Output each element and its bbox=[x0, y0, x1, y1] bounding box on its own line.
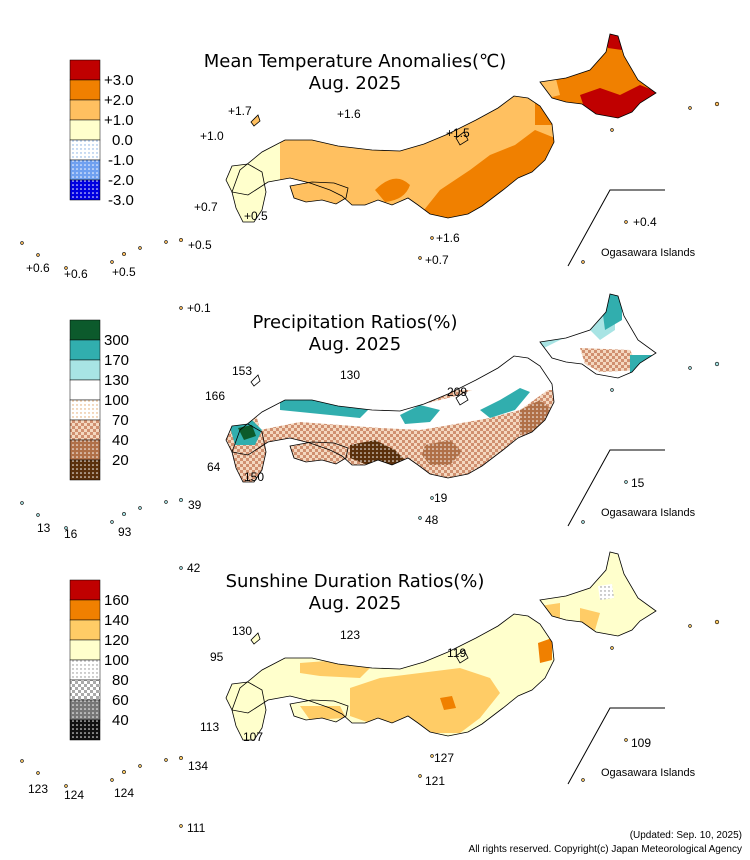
precipitation-panel: 300 170 130 100 70 40 20 Precipitation R… bbox=[20, 290, 720, 575]
precip-val-minamidaito: 42 bbox=[187, 561, 201, 575]
sun-val-tanegashima: 107 bbox=[243, 730, 263, 744]
precip-legend-0: 300 bbox=[104, 332, 129, 349]
precip-val-ogasawara: 15 bbox=[631, 476, 645, 490]
sun-val-ogasawara: 109 bbox=[631, 736, 651, 750]
sun-val-izu-north: 127 bbox=[434, 751, 454, 765]
temp-val-ogasawara: +0.4 bbox=[633, 215, 657, 229]
precip-legend-1: 170 bbox=[104, 352, 129, 369]
sun-legend-4: 80 bbox=[112, 672, 129, 689]
temp-legend-5: -2.0 bbox=[108, 172, 134, 189]
sun-val-koshiki: 113 bbox=[200, 720, 219, 734]
precip-legend-5: 40 bbox=[112, 432, 129, 449]
sun-legend-6: 40 bbox=[112, 712, 129, 729]
precip-island-values: 153 130 166 209 64 150 39 13 16 93 19 48… bbox=[37, 364, 696, 575]
temp-val-koshiki: +0.7 bbox=[194, 200, 218, 214]
temp-val-sado: +1.5 bbox=[446, 126, 470, 140]
temp-val-oki: +1.6 bbox=[337, 107, 361, 121]
precip-val-ishigaki: 16 bbox=[64, 527, 78, 541]
temp-legend-6: -3.0 bbox=[108, 192, 134, 209]
sun-title: Sunshine Duration Ratios(%) bbox=[226, 571, 485, 592]
temp-val-hachijo: +0.7 bbox=[425, 253, 449, 267]
precip-val-hachijo: 48 bbox=[425, 513, 439, 527]
copyright-notice: All rights reserved. Copyright(c) Japan … bbox=[468, 844, 742, 855]
precip-val-okinawa: 93 bbox=[118, 525, 132, 539]
sun-val-hachijo: 121 bbox=[425, 774, 445, 788]
sun-val-ishigaki: 124 bbox=[64, 788, 84, 802]
precip-title: Precipitation Ratios(%) bbox=[253, 312, 458, 333]
sun-val-oki: 123 bbox=[340, 628, 360, 642]
sunshine-island-values: 130 123 95 119 113 107 134 123 124 124 1… bbox=[28, 624, 696, 835]
precip-legend: 300 170 130 100 70 40 20 bbox=[69, 319, 129, 481]
sun-val-yonaguni: 123 bbox=[28, 782, 48, 796]
temp-val-amami: +0.5 bbox=[188, 238, 212, 252]
sun-legend-3: 100 bbox=[104, 652, 129, 669]
precip-legend-4: 70 bbox=[112, 412, 129, 429]
temp-val-tsushima: +1.7 bbox=[228, 104, 252, 118]
temp-ogasawara-label: Ogasawara Islands bbox=[601, 247, 696, 259]
sun-legend-2: 120 bbox=[104, 632, 129, 649]
temp-island-values: +1.7 +1.0 +1.6 +1.5 +0.7 +0.5 +0.5 +0.6 … bbox=[26, 104, 696, 315]
sunshine-panel: 160 140 120 100 80 60 40 Sunshine Durati… bbox=[20, 552, 720, 835]
precip-val-yonaguni: 13 bbox=[37, 521, 51, 535]
temp-title: Mean Temperature Anomalies(℃) bbox=[204, 51, 507, 72]
temp-legend-3: 0.0 bbox=[112, 132, 133, 149]
temp-legend-4: -1.0 bbox=[108, 152, 134, 169]
temperature-panel: +3.0 +2.0 +1.0 0.0 -1.0 -2.0 -3.0 Mean T… bbox=[20, 30, 720, 315]
sun-subtitle: Aug. 2025 bbox=[309, 593, 401, 614]
temp-val-okinawa: +0.5 bbox=[112, 265, 136, 279]
temperature-legend: +3.0 +2.0 +1.0 0.0 -1.0 -2.0 -3.0 bbox=[69, 59, 134, 209]
precip-val-tsushima: 153 bbox=[232, 364, 252, 378]
temp-val-ishigaki: +0.6 bbox=[64, 267, 88, 281]
temp-val-goto: +1.0 bbox=[200, 129, 224, 143]
temp-legend-2: +1.0 bbox=[104, 112, 134, 129]
sun-val-tsushima: 130 bbox=[232, 624, 252, 638]
precip-val-goto: 166 bbox=[205, 389, 225, 403]
precip-val-sado: 209 bbox=[447, 385, 467, 399]
temp-val-yonaguni: +0.6 bbox=[26, 261, 50, 275]
sun-val-amami: 134 bbox=[188, 759, 208, 773]
temp-val-tanegashima: +0.5 bbox=[244, 209, 268, 223]
sunshine-legend: 160 140 120 100 80 60 40 bbox=[69, 579, 129, 741]
sun-val-minamidaito: 111 bbox=[187, 821, 206, 835]
sun-val-sado: 119 bbox=[447, 646, 466, 660]
precip-legend-6: 20 bbox=[112, 452, 129, 469]
precip-val-oki: 130 bbox=[340, 368, 360, 382]
precip-legend-3: 100 bbox=[104, 392, 129, 409]
sun-val-goto: 95 bbox=[210, 650, 224, 664]
sun-val-okinawa: 124 bbox=[114, 786, 134, 800]
precip-val-tanegashima: 150 bbox=[244, 470, 264, 484]
sun-legend-0: 160 bbox=[104, 592, 129, 609]
precip-subtitle: Aug. 2025 bbox=[309, 334, 401, 355]
sun-ogasawara-label: Ogasawara Islands bbox=[601, 767, 696, 779]
temp-val-izu-north: +1.6 bbox=[436, 231, 460, 245]
sun-legend-1: 140 bbox=[104, 612, 129, 629]
temp-subtitle: Aug. 2025 bbox=[309, 73, 401, 94]
precip-legend-2: 130 bbox=[104, 372, 129, 389]
precip-ogasawara-label: Ogasawara Islands bbox=[601, 507, 696, 519]
precip-val-izu-north: 19 bbox=[434, 491, 448, 505]
precip-val-amami: 39 bbox=[188, 498, 202, 512]
temp-legend-0: +3.0 bbox=[104, 72, 134, 89]
precip-val-koshiki: 64 bbox=[207, 460, 221, 474]
updated-date: (Updated: Sep. 10, 2025) bbox=[629, 830, 742, 841]
sun-legend-5: 60 bbox=[112, 692, 129, 709]
temp-val-minamidaito: +0.1 bbox=[187, 301, 211, 315]
temp-legend-1: +2.0 bbox=[104, 92, 134, 109]
